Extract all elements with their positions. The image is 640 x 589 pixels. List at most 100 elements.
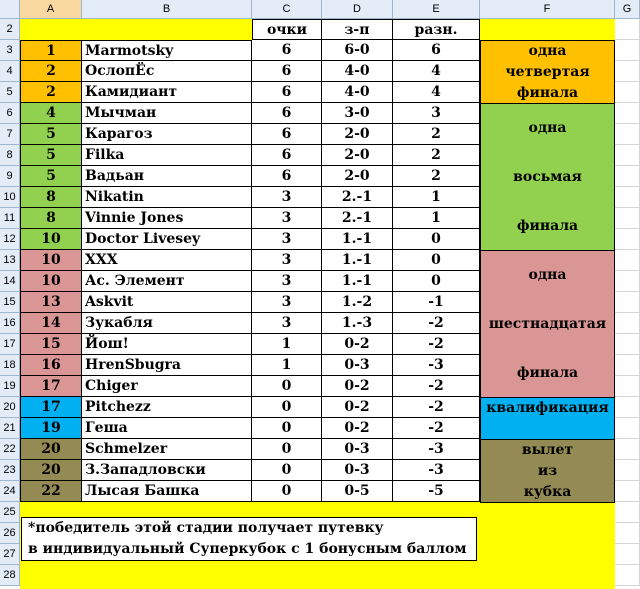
row-header-12[interactable]: 12 bbox=[0, 229, 20, 250]
row-header-28[interactable]: 28 bbox=[0, 565, 20, 586]
cell-diff[interactable]: -2 bbox=[393, 334, 480, 355]
cell-place[interactable]: 16 bbox=[20, 355, 82, 376]
cell-score[interactable]: 2.-1 bbox=[322, 208, 393, 229]
row-header-13[interactable]: 13 bbox=[0, 250, 20, 271]
cell-score[interactable]: 2-0 bbox=[322, 145, 393, 166]
cell-player-name[interactable]: Ас. Элемент bbox=[82, 271, 252, 292]
header-diff[interactable]: разн. bbox=[393, 19, 480, 40]
cell-place[interactable]: 8 bbox=[20, 187, 82, 208]
cell-points[interactable]: 3 bbox=[252, 187, 322, 208]
empty-cell[interactable] bbox=[615, 187, 640, 208]
row-header-9[interactable]: 9 bbox=[0, 166, 20, 187]
cell-player-name[interactable]: Карагоз bbox=[82, 124, 252, 145]
cell-diff[interactable]: 3 bbox=[393, 103, 480, 124]
cell-score[interactable]: 6-0 bbox=[322, 40, 393, 61]
header-points[interactable]: очки bbox=[252, 19, 322, 40]
row-header-24[interactable]: 24 bbox=[0, 481, 20, 502]
empty-cell[interactable] bbox=[615, 334, 640, 355]
row-header-26[interactable]: 26 bbox=[0, 523, 20, 544]
cell-diff[interactable]: -2 bbox=[393, 313, 480, 334]
row-header-17[interactable]: 17 bbox=[0, 334, 20, 355]
empty-cell[interactable] bbox=[615, 229, 640, 250]
empty-cell[interactable] bbox=[615, 208, 640, 229]
cell-player-name[interactable]: Камидиант bbox=[82, 82, 252, 103]
cell-place[interactable]: 10 bbox=[20, 229, 82, 250]
empty-cell[interactable] bbox=[615, 502, 640, 523]
cell-player-name[interactable]: Геша bbox=[82, 418, 252, 439]
cell-diff[interactable]: 4 bbox=[393, 82, 480, 103]
empty-cell[interactable] bbox=[615, 313, 640, 334]
cell-points[interactable]: 3 bbox=[252, 208, 322, 229]
header-score[interactable]: з-п bbox=[322, 19, 393, 40]
cell-place[interactable]: 20 bbox=[20, 460, 82, 481]
cell-points[interactable]: 6 bbox=[252, 124, 322, 145]
cell-points[interactable]: 1 bbox=[252, 355, 322, 376]
cell-points[interactable]: 6 bbox=[252, 40, 322, 61]
empty-cell[interactable] bbox=[615, 439, 640, 460]
cell-points[interactable]: 0 bbox=[252, 418, 322, 439]
cell-place[interactable]: 10 bbox=[20, 250, 82, 271]
cell-player-name[interactable]: Лысая Башка bbox=[82, 481, 252, 502]
cell-score[interactable]: 1.-1 bbox=[322, 271, 393, 292]
cell-player-name[interactable]: Йош! bbox=[82, 334, 252, 355]
cell-diff[interactable]: -2 bbox=[393, 397, 480, 418]
empty-cell[interactable] bbox=[615, 124, 640, 145]
stage-block-blue[interactable]: квалификация bbox=[480, 397, 615, 440]
cell-points[interactable]: 6 bbox=[252, 82, 322, 103]
stage-block-green[interactable]: одна восьмая финала bbox=[480, 103, 615, 251]
cell-diff[interactable]: -3 bbox=[393, 439, 480, 460]
cell-player-name[interactable]: Filka bbox=[82, 145, 252, 166]
row-header-7[interactable]: 7 bbox=[0, 124, 20, 145]
empty-cell[interactable] bbox=[615, 292, 640, 313]
row-header-2[interactable]: 2 bbox=[0, 19, 20, 40]
cell-diff[interactable]: 0 bbox=[393, 229, 480, 250]
cell-place[interactable]: 10 bbox=[20, 271, 82, 292]
cell-points[interactable]: 6 bbox=[252, 103, 322, 124]
cell-place[interactable]: 14 bbox=[20, 313, 82, 334]
cell-score[interactable]: 0-3 bbox=[322, 355, 393, 376]
cell-score[interactable]: 0-2 bbox=[322, 397, 393, 418]
empty-cell[interactable] bbox=[615, 145, 640, 166]
cell-score[interactable]: 1.-1 bbox=[322, 250, 393, 271]
cell-diff[interactable]: 4 bbox=[393, 61, 480, 82]
empty-cell[interactable] bbox=[615, 166, 640, 187]
cell-points[interactable]: 0 bbox=[252, 397, 322, 418]
cell-score[interactable]: 0-5 bbox=[322, 481, 393, 502]
cell-place[interactable]: 17 bbox=[20, 397, 82, 418]
cell-place[interactable]: 5 bbox=[20, 145, 82, 166]
row-header-6[interactable]: 6 bbox=[0, 103, 20, 124]
empty-cell[interactable] bbox=[615, 103, 640, 124]
column-header-b[interactable]: B bbox=[82, 0, 252, 19]
empty-cell[interactable] bbox=[615, 481, 640, 502]
cell-player-name[interactable]: Schmelzer bbox=[82, 439, 252, 460]
cell-score[interactable]: 1.-3 bbox=[322, 313, 393, 334]
cell-place[interactable]: 22 bbox=[20, 481, 82, 502]
cell-score[interactable]: 1.-2 bbox=[322, 292, 393, 313]
cell-place[interactable]: 4 bbox=[20, 103, 82, 124]
cell-player-name[interactable]: XXX bbox=[82, 250, 252, 271]
row-header-15[interactable]: 15 bbox=[0, 292, 20, 313]
cell-points[interactable]: 0 bbox=[252, 481, 322, 502]
cell-score[interactable]: 0-2 bbox=[322, 376, 393, 397]
cell-place[interactable]: 8 bbox=[20, 208, 82, 229]
cell-player-name[interactable]: Chiger bbox=[82, 376, 252, 397]
cell-diff[interactable]: -2 bbox=[393, 418, 480, 439]
cell-player-name[interactable]: З.Западловски bbox=[82, 460, 252, 481]
cell-place[interactable]: 2 bbox=[20, 61, 82, 82]
cell-place[interactable]: 1 bbox=[20, 40, 82, 61]
cell-diff[interactable]: 1 bbox=[393, 187, 480, 208]
empty-cell[interactable] bbox=[615, 40, 640, 61]
select-all-corner[interactable] bbox=[0, 0, 20, 19]
empty-cell[interactable] bbox=[615, 376, 640, 397]
row-header-27[interactable]: 27 bbox=[0, 544, 20, 565]
column-header-d[interactable]: D bbox=[322, 0, 393, 19]
cell-player-name[interactable]: HrenSbugra bbox=[82, 355, 252, 376]
cell-player-name[interactable]: Мычман bbox=[82, 103, 252, 124]
cell-place[interactable]: 5 bbox=[20, 166, 82, 187]
empty-cell[interactable] bbox=[615, 82, 640, 103]
cell-score[interactable]: 2-0 bbox=[322, 124, 393, 145]
cell-points[interactable]: 6 bbox=[252, 61, 322, 82]
cell-player-name[interactable]: Doctor Livesey bbox=[82, 229, 252, 250]
cell-diff[interactable]: -2 bbox=[393, 376, 480, 397]
row-header-11[interactable]: 11 bbox=[0, 208, 20, 229]
